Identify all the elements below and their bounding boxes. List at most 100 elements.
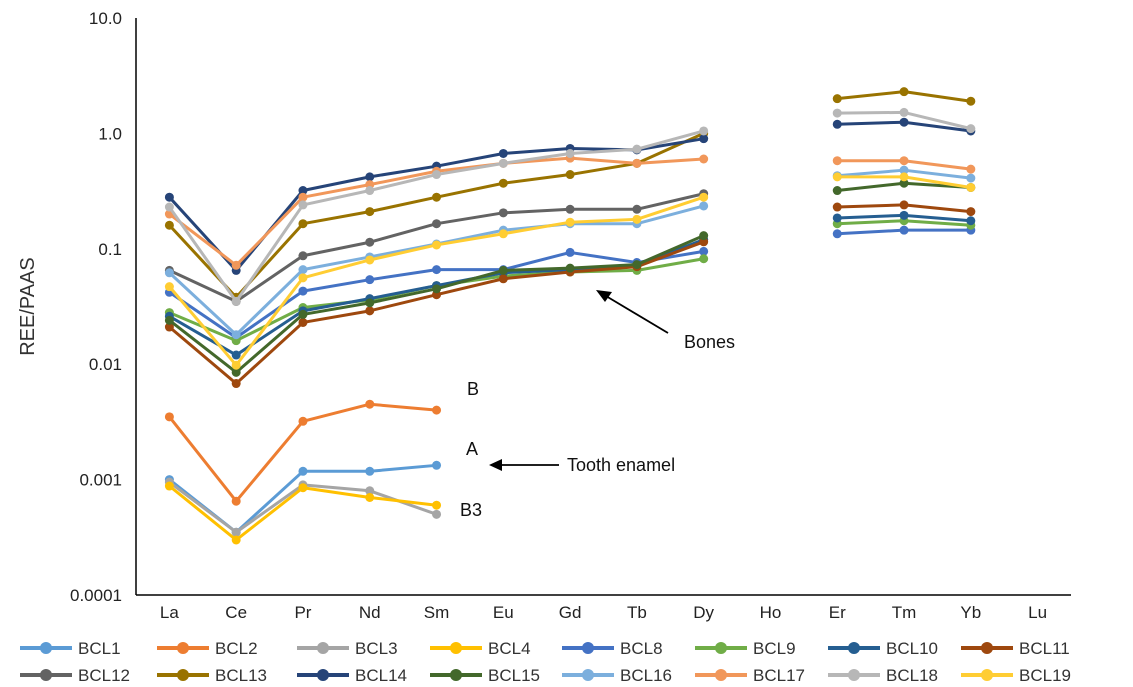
legend-item-bcl10: BCL10 <box>828 639 938 658</box>
legend-swatch-marker <box>317 669 329 681</box>
legend-label: BCL10 <box>886 639 938 658</box>
legend-swatch-marker <box>40 669 52 681</box>
bones-arrow-line <box>605 295 669 334</box>
series-bcl18 <box>164 107 976 306</box>
data-point <box>498 274 508 284</box>
legend-swatch-marker <box>582 669 594 681</box>
legend-item-bcl12: BCL12 <box>20 666 130 685</box>
data-point <box>632 158 642 168</box>
data-point <box>164 220 174 230</box>
data-point <box>565 217 575 227</box>
data-point <box>565 170 575 180</box>
legend-label: BCL3 <box>355 639 398 658</box>
data-point <box>899 210 909 220</box>
x-tick-label: La <box>160 603 179 622</box>
data-point <box>699 201 709 211</box>
y-axis-title: REE/PAAS <box>17 257 39 356</box>
data-point <box>432 460 442 470</box>
series-bcl1 <box>164 460 442 537</box>
data-point <box>899 165 909 175</box>
data-point <box>899 87 909 97</box>
annotation-bones: Bones <box>684 332 735 352</box>
data-point <box>365 207 375 217</box>
data-point <box>164 192 174 202</box>
data-point <box>832 94 842 104</box>
data-point <box>699 154 709 164</box>
legend-item-bcl4: BCL4 <box>430 639 531 658</box>
data-point <box>298 483 308 493</box>
data-point <box>365 399 375 409</box>
data-point <box>832 119 842 129</box>
y-tick-label: 1.0 <box>98 124 122 143</box>
data-point <box>298 200 308 210</box>
legend-swatch-marker <box>715 669 727 681</box>
data-point <box>899 172 909 182</box>
legend-label: BCL4 <box>488 639 531 658</box>
data-point <box>966 216 976 226</box>
legend-label: BCL18 <box>886 666 938 685</box>
annotation-b3: B3 <box>460 500 482 520</box>
legend-swatch-marker <box>715 642 727 654</box>
data-point <box>164 202 174 212</box>
data-point <box>231 260 241 270</box>
data-point <box>432 405 442 415</box>
series-bcl19 <box>164 172 976 370</box>
legend-label: BCL9 <box>753 639 796 658</box>
axes: 0.0001 0.001 0.01 0.1 1.0 10.0 La Ce Pr Nd Sm Eu Gd T… <box>17 9 1071 622</box>
data-point <box>565 204 575 214</box>
data-point <box>832 186 842 196</box>
x-tick-label: Pr <box>294 603 311 622</box>
data-point <box>565 247 575 257</box>
data-point <box>231 535 241 545</box>
data-point <box>298 309 308 319</box>
series-layer <box>164 87 976 545</box>
legend-swatch-marker <box>582 642 594 654</box>
data-point <box>231 360 241 370</box>
data-point <box>432 265 442 275</box>
data-point <box>966 124 976 134</box>
data-point <box>231 330 241 340</box>
data-point <box>832 108 842 118</box>
legend-swatch-marker <box>981 669 993 681</box>
legend-label: BCL1 <box>78 639 121 658</box>
data-point <box>298 286 308 296</box>
legend-item-bcl16: BCL16 <box>562 666 672 685</box>
legend-swatch-marker <box>317 642 329 654</box>
data-point <box>498 208 508 218</box>
data-point <box>699 231 709 241</box>
data-point <box>164 315 174 325</box>
data-point <box>164 282 174 292</box>
data-point <box>298 192 308 202</box>
y-tick-label: 0.001 <box>79 471 122 490</box>
data-point <box>699 254 709 264</box>
y-tick-label: 0.0001 <box>70 586 122 605</box>
legend-item-bcl19: BCL19 <box>961 666 1071 685</box>
x-tick-label: Eu <box>493 603 514 622</box>
data-point <box>699 246 709 256</box>
data-point <box>498 148 508 158</box>
data-point <box>432 240 442 250</box>
x-tick-label: Ho <box>760 603 782 622</box>
legend-item-bcl2: BCL2 <box>157 639 258 658</box>
y-tick-label: 0.01 <box>89 355 122 374</box>
data-point <box>231 379 241 389</box>
series-bcl4 <box>164 481 442 545</box>
data-point <box>899 117 909 127</box>
data-point <box>966 207 976 217</box>
legend-swatch-marker <box>981 642 993 654</box>
annotation-a: A <box>466 439 478 459</box>
legend-swatch-marker <box>848 642 860 654</box>
data-point <box>899 200 909 210</box>
legend-label: BCL19 <box>1019 666 1071 685</box>
data-point <box>365 237 375 247</box>
data-point <box>432 509 442 519</box>
y-tick-label: 10.0 <box>89 9 122 28</box>
x-tick-label: Gd <box>559 603 582 622</box>
data-point <box>231 296 241 306</box>
data-point <box>432 170 442 180</box>
legend-label: BCL11 <box>1019 639 1070 658</box>
legend-swatch-marker <box>177 642 189 654</box>
data-point <box>298 219 308 229</box>
data-point <box>432 219 442 229</box>
